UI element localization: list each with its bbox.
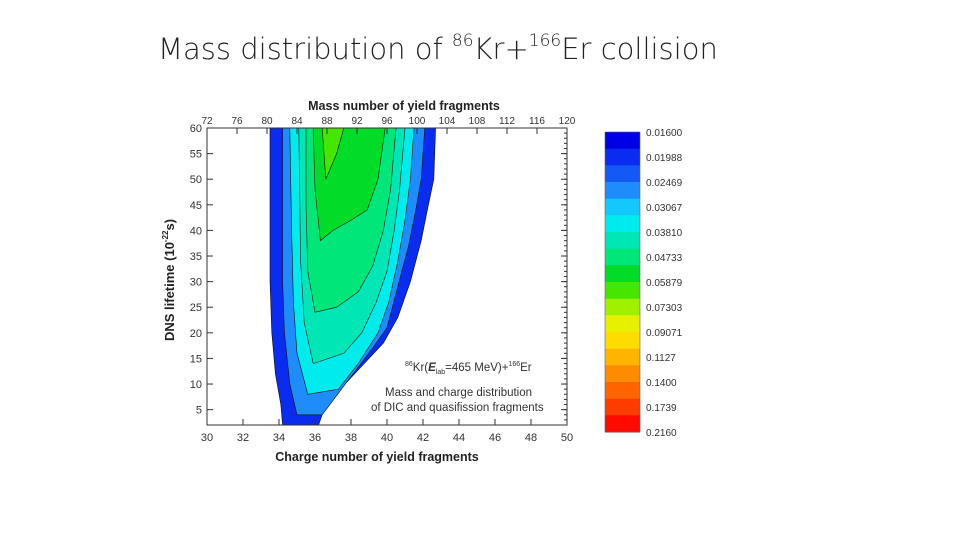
x-tick-label: 42	[417, 432, 429, 444]
y-tick-label: 55	[190, 149, 202, 161]
colorbar-swatch	[605, 398, 640, 416]
colorbar-label: 0.09071	[646, 328, 683, 339]
y-tick-label: 40	[190, 225, 202, 237]
x-tick-label: 30	[201, 432, 213, 444]
top-tick-label: 84	[291, 116, 303, 127]
colorbar-label: 0.1739	[646, 403, 677, 414]
colorbar-swatch	[605, 365, 640, 383]
colorbar-swatch	[605, 298, 640, 316]
top-tick-label: 100	[409, 116, 426, 127]
colorbar-swatch	[605, 148, 640, 166]
colorbar-swatch	[605, 265, 640, 283]
colorbar-swatch	[605, 132, 640, 150]
top-axis-label: Mass number of yield fragments	[308, 99, 500, 113]
top-tick-label: 104	[439, 116, 456, 127]
axis-ticks: 30 32 34 36 38 40 42 44 46 48 50 72 76 80 84 88 92 96 100 1…	[190, 116, 576, 444]
y-tick-label: 20	[190, 328, 202, 340]
colorbar-label: 0.02469	[646, 178, 683, 189]
y-tick-label: 15	[190, 353, 202, 365]
colorbar-label: 0.05879	[646, 278, 683, 289]
x-tick-label: 46	[489, 432, 501, 444]
colorbar-swatch	[605, 415, 640, 433]
reaction-annotation: 86Kr(Elab=465 MeV)+166Er	[405, 361, 532, 376]
colorbar-swatch	[605, 198, 640, 216]
colorbar-swatch	[605, 215, 640, 233]
colorbar-label: 0.04733	[646, 253, 683, 264]
colorbar-swatch	[605, 348, 640, 366]
top-tick-label: 108	[469, 116, 486, 127]
colorbar-label: 0.1127	[646, 353, 676, 364]
colorbar-swatch	[605, 248, 640, 266]
y-tick-label: 10	[190, 379, 202, 391]
top-tick-label: 96	[381, 116, 393, 127]
top-tick-label: 116	[529, 116, 545, 127]
top-tick-label: 72	[201, 116, 213, 127]
colorbar-label: 0.07303	[646, 303, 683, 314]
y-tick-label: 5	[196, 405, 202, 417]
colorbar-frame	[604, 131, 641, 433]
annotation-line-1: Mass and charge distribution	[385, 387, 532, 399]
colorbar-label: 0.01988	[646, 153, 683, 164]
x-tick-label: 48	[525, 432, 537, 444]
colorbar-swatch	[605, 232, 640, 250]
colorbar-swatch	[605, 165, 640, 183]
top-tick-label: 80	[261, 116, 273, 127]
colorbar-swatch	[605, 182, 640, 200]
top-tick-label: 76	[231, 116, 243, 127]
x-tick-label: 44	[453, 432, 465, 444]
y-axis-label: DNS lifetime (10-22s)	[161, 219, 177, 341]
colorbar-swatch	[605, 382, 640, 400]
top-tick-label: 112	[499, 116, 515, 127]
colorbar-label: 0.2160	[646, 428, 677, 439]
colorbar-swatch	[605, 332, 640, 350]
y-tick-label: 45	[190, 200, 202, 212]
annotation-line-2: of DIC and quasifission fragments	[371, 402, 544, 414]
top-tick-label: 120	[559, 116, 576, 127]
y-tick-label: 30	[190, 277, 202, 289]
x-tick-label: 36	[309, 432, 321, 444]
top-tick-label: 92	[351, 116, 363, 127]
y-tick-label: 60	[190, 123, 202, 135]
colorbar-labels: 0.01600 0.01988 0.02469 0.03067 0.03810 0.047…	[646, 128, 683, 439]
x-tick-label: 50	[561, 432, 573, 444]
contour-fills	[269, 127, 436, 426]
y-tick-label: 25	[190, 302, 202, 314]
y-tick-label: 50	[190, 174, 202, 186]
colorbar-swatch	[605, 315, 640, 333]
colorbar-label: 0.03810	[646, 228, 683, 239]
colorbar-swatch	[605, 282, 640, 300]
x-tick-label: 32	[237, 432, 249, 444]
y-tick-label: 35	[190, 251, 202, 263]
x-tick-label: 38	[345, 432, 357, 444]
colorbar-label: 0.03067	[646, 203, 683, 214]
slide-title: Mass distribution of 86Kr+166Er collisio…	[158, 31, 718, 66]
colorbar-label: 0.01600	[646, 128, 683, 139]
x-axis-label: Charge number of yield fragments	[275, 450, 479, 464]
x-tick-label: 40	[381, 432, 393, 444]
top-tick-label: 88	[321, 116, 333, 127]
colorbar-label: 0.1400	[646, 378, 677, 389]
colorbar	[604, 131, 641, 433]
x-tick-label: 34	[273, 432, 285, 444]
